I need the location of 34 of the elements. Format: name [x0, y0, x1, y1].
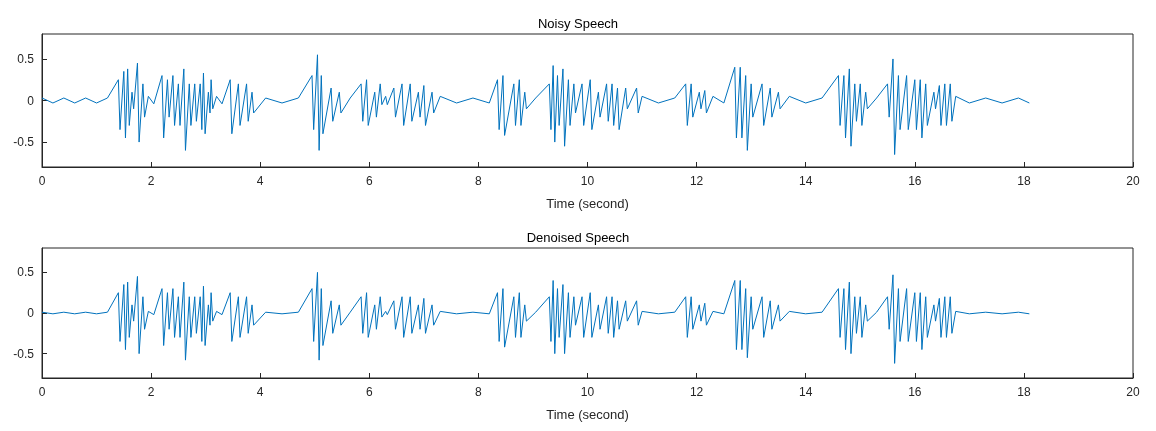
y-tick-label: 0 [27, 306, 35, 320]
line-series [41, 271, 1030, 364]
x-tick-label: 12 [689, 385, 704, 399]
y-tick-label: -0.5 [13, 135, 35, 150]
x-axis-title: Time (second) [546, 196, 629, 211]
x-tick-label: 20 [1126, 174, 1140, 188]
x-tick-label: 6 [365, 385, 373, 399]
line-series [41, 54, 1030, 156]
x-tick-label: 16 [908, 385, 922, 399]
y-tick-label: 0.5 [17, 51, 35, 66]
chart-title: Denoised Speech [526, 230, 630, 245]
x-tick-label: 10 [580, 174, 595, 188]
x-tick-label: 18 [1017, 385, 1031, 399]
x-tick-label: 12 [689, 174, 704, 188]
x-tick-label: 18 [1017, 174, 1031, 188]
y-tick-label: 0 [27, 93, 35, 108]
x-tick-label: 16 [908, 174, 922, 188]
x-axis-title: Time (second) [546, 407, 629, 422]
x-tick-label: 14 [799, 385, 813, 399]
x-tick-label: 2 [147, 385, 155, 399]
x-tick-label: 6 [365, 174, 373, 188]
x-tick-label: 20 [1126, 385, 1140, 399]
x-tick-label: 8 [475, 385, 483, 399]
x-tick-label: 0 [38, 174, 46, 188]
y-tick-label: 0.5 [17, 265, 35, 280]
x-tick-label: 10 [580, 385, 595, 399]
chart-title: Noisy Speech [537, 16, 619, 31]
x-tick-label: 8 [475, 174, 483, 188]
x-tick-label: 4 [256, 174, 264, 188]
x-tick-label: 2 [147, 174, 155, 188]
x-tick-label: 0 [38, 385, 46, 399]
x-tick-label: 14 [799, 174, 813, 188]
x-tick-label: 4 [256, 385, 264, 399]
y-tick-label: -0.5 [13, 346, 35, 361]
